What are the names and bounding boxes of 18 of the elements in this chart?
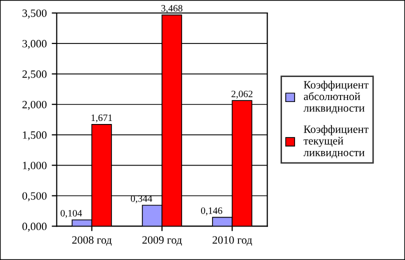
y-tick-label: 2,500 [22, 70, 47, 80]
y-tick-label: 3,000 [22, 40, 47, 50]
data-label: 2,062 [232, 90, 252, 99]
data-label: 0,146 [201, 207, 222, 216]
legend-label: Коэффициент абсолютной ликвидности [304, 80, 368, 114]
legend-label: Коэффициент текущей ликвидности [304, 125, 368, 158]
x-tick-label: 2008 год [72, 236, 112, 246]
data-label: 1,671 [92, 114, 112, 122]
y-tick-label: 1,500 [22, 131, 47, 140]
y-tick-label: 0,000 [22, 222, 47, 232]
x-tick-label: 2009 год [142, 236, 182, 246]
y-tick-label: 3,500 [22, 9, 47, 19]
y-tick-label: 0,500 [22, 192, 47, 202]
x-tick-label: 2010 год [212, 236, 252, 246]
data-label: 3,468 [161, 5, 182, 13]
data-label: 0,104 [60, 210, 82, 218]
y-tick-label: 1,000 [22, 162, 47, 171]
y-tick-label: 2,000 [22, 100, 47, 110]
